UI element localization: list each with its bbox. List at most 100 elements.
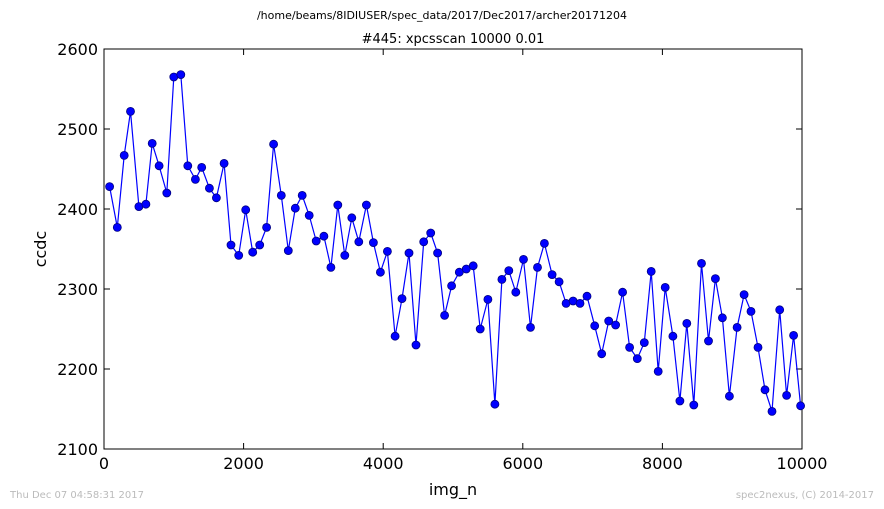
data-point [248, 247, 258, 257]
data-point [632, 354, 642, 364]
data-point [361, 200, 371, 210]
data-point [718, 313, 727, 323]
data-point [319, 231, 329, 241]
data-point [433, 248, 443, 258]
data-point [704, 336, 713, 346]
data-point [625, 342, 634, 352]
data-point [276, 190, 286, 200]
data-point [511, 287, 521, 297]
data-point [219, 158, 229, 168]
data-point [732, 322, 742, 332]
data-point [112, 222, 122, 232]
data-point [497, 274, 507, 284]
data-point [211, 193, 221, 203]
y-tick-label: 2500 [57, 120, 98, 139]
data-point [262, 222, 272, 232]
data-point [162, 188, 172, 198]
data-point [411, 340, 421, 350]
data-point [526, 322, 535, 332]
data-point [347, 213, 357, 223]
chart-title: #445: xpcsscan 10000 0.01 [362, 32, 545, 47]
plot-frame [103, 48, 803, 450]
data-point [618, 287, 627, 297]
data-point [176, 70, 186, 79]
data-point [119, 150, 129, 160]
data-point [197, 162, 207, 172]
data-point [725, 391, 734, 401]
data-point [126, 107, 135, 116]
y-axis-label: ccdc [31, 231, 50, 268]
data-point [582, 291, 592, 301]
x-tick-label: 8000 [642, 454, 683, 473]
data-point [382, 246, 392, 256]
data-point [269, 139, 279, 149]
data-point [340, 250, 350, 260]
data-point [540, 238, 549, 248]
data-point [404, 248, 414, 258]
y-tick-label: 2100 [57, 440, 98, 459]
data-point [767, 406, 777, 416]
data-point [504, 266, 514, 276]
x-tick-label: 4000 [363, 454, 404, 473]
data-point [753, 342, 763, 352]
data-point [533, 262, 542, 272]
data-point [311, 236, 321, 246]
data-point [646, 266, 656, 276]
data-series [105, 70, 805, 416]
data-point [611, 320, 620, 330]
data-point [653, 366, 663, 376]
data-point [154, 161, 164, 171]
x-tick-label: 10000 [777, 454, 828, 473]
data-point [297, 190, 307, 200]
data-point [590, 321, 600, 331]
data-point [105, 182, 114, 192]
data-point [739, 290, 749, 300]
data-point [682, 318, 692, 328]
data-point [333, 200, 343, 210]
y-tick-label: 2400 [57, 200, 98, 219]
data-point [304, 210, 314, 220]
data-point [575, 298, 585, 308]
data-point [547, 270, 557, 280]
data-point [290, 203, 300, 213]
data-point [689, 400, 699, 410]
data-point [782, 390, 791, 400]
data-point [190, 174, 200, 184]
data-point [283, 246, 293, 256]
data-point [483, 294, 493, 304]
y-tick-label: 2200 [57, 360, 98, 379]
data-point [183, 161, 193, 171]
data-point [440, 310, 450, 320]
y-tick-label: 2300 [57, 280, 98, 299]
data-point [241, 205, 251, 215]
data-point [354, 237, 364, 247]
data-point [554, 277, 564, 287]
data-point [775, 305, 785, 315]
axis-ticks: 0 2000 4000 6000 8000 10000 2100 2200 2300 2400 25… [57, 40, 827, 473]
data-point [796, 401, 805, 411]
data-point [475, 324, 485, 334]
data-point [368, 238, 378, 248]
data-point [375, 267, 385, 277]
data-point [397, 294, 407, 304]
data-point [447, 281, 457, 291]
data-point [204, 183, 214, 193]
data-point [419, 237, 429, 247]
data-point [468, 261, 478, 271]
footer-timestamp: Thu Dec 07 04:58:31 2017 [9, 490, 144, 501]
data-point [604, 316, 614, 326]
data-point [711, 274, 720, 284]
data-point [426, 228, 436, 238]
data-point [234, 250, 244, 260]
data-point [226, 240, 236, 250]
data-point [597, 349, 607, 359]
data-point [746, 306, 756, 316]
chart-suptitle: /home/beams/8IDIUSER/spec_data/2017/Dec2… [257, 9, 627, 22]
data-point [490, 399, 500, 409]
data-point [519, 254, 528, 264]
series-line [109, 73, 802, 412]
data-point [668, 331, 678, 341]
data-point [255, 240, 265, 250]
x-tick-label: 6000 [502, 454, 543, 473]
data-point [141, 199, 151, 209]
